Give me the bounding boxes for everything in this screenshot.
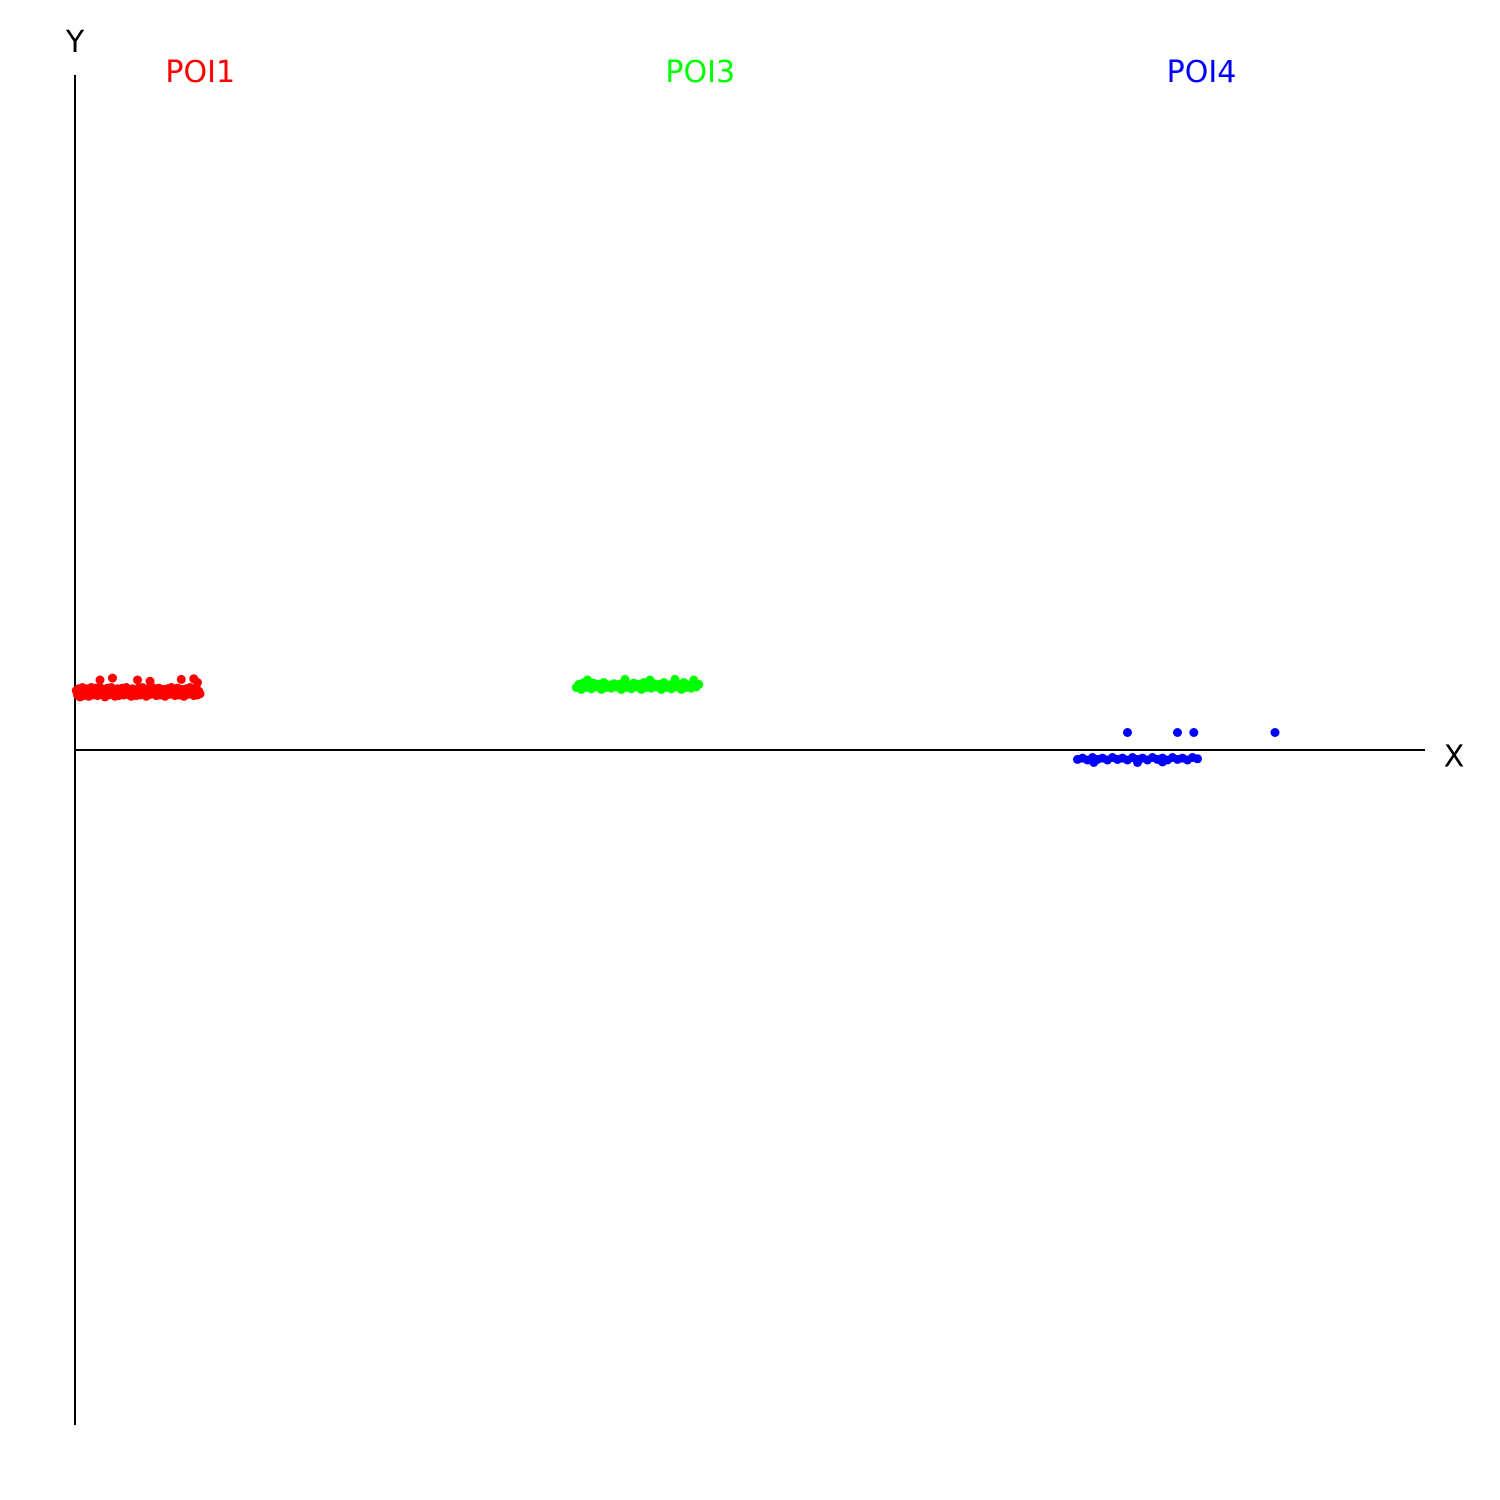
data-point [1123,728,1132,737]
series-label-poi3: POI3 [665,55,735,90]
data-point [1158,757,1167,767]
data-point [195,689,205,699]
data-point [95,675,105,685]
series-poi4-points [1073,728,1280,767]
data-point [670,674,680,684]
series-label-poi4: POI4 [1167,55,1237,90]
data-point [145,676,155,686]
series-label-poi1: POI1 [165,55,235,90]
data-point [620,674,630,684]
data-point [1189,728,1199,737]
data-point [583,675,592,685]
data-point [193,678,202,687]
x-axis-label: X [1444,740,1465,775]
series-poi3-points [571,674,704,694]
data-point [1133,758,1142,767]
data-point [1173,728,1182,737]
y-axis-label: Y [65,25,85,60]
data-point [108,673,117,683]
series-poi1-points [71,673,205,702]
data-point [1089,758,1099,767]
data-point [645,675,655,685]
data-point [1193,754,1202,764]
data-point [1270,728,1280,737]
data-point [133,675,142,685]
data-point [689,675,699,685]
data-point [176,674,186,684]
series-labels: POI1 POI3 POI4 [165,55,1236,90]
points-layer [71,673,1280,767]
